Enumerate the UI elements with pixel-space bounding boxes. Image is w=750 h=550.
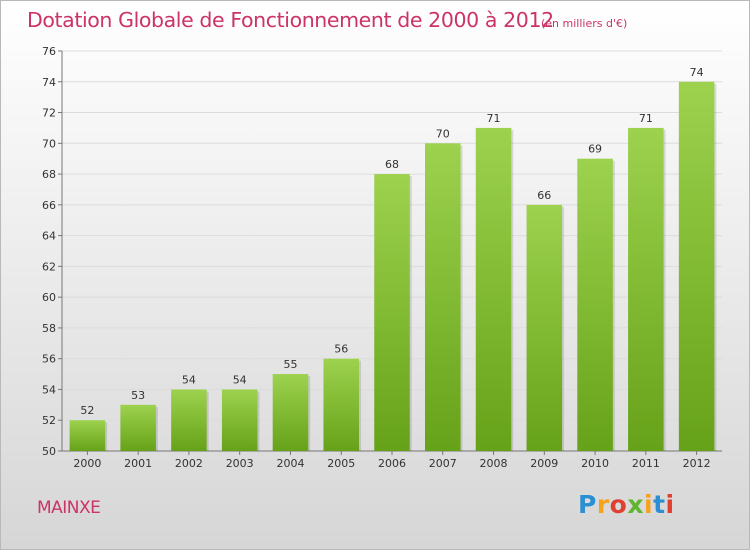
y-tick-label: 58: [42, 322, 56, 335]
chart-unit: (en milliers d'€): [541, 17, 628, 30]
y-tick-label: 56: [42, 353, 56, 366]
y-tick-label: 64: [42, 230, 56, 243]
x-tick-label: 2004: [276, 457, 304, 470]
logo-letter: o: [609, 490, 628, 519]
x-tick-label: 2006: [378, 457, 406, 470]
bar: [221, 389, 258, 451]
x-tick-label: 2007: [429, 457, 457, 470]
y-tick-label: 74: [42, 76, 56, 89]
bar-value-label: 68: [385, 158, 399, 171]
bar-value-label: 52: [80, 404, 94, 417]
bar-value-label: 69: [588, 143, 602, 156]
x-tick-label: 2009: [530, 457, 558, 470]
y-tick-label: 66: [42, 199, 56, 212]
x-tick-label: 2002: [175, 457, 203, 470]
bar-value-label: 56: [334, 343, 348, 356]
bar: [628, 127, 664, 451]
labels: 50 52 54 56 58 60 62 64 66 68 70 72 74 76 52 2000 53 2001…: [42, 45, 711, 470]
bar: [323, 358, 359, 451]
bar-value-label: 66: [537, 189, 551, 202]
bar: [678, 81, 715, 452]
y-tick-label: 68: [42, 168, 56, 181]
bar-value-label: 55: [283, 358, 297, 371]
bar-value-label: 74: [690, 66, 704, 79]
bar: [69, 420, 106, 451]
bar: [374, 174, 410, 452]
y-tick-label: 50: [42, 445, 56, 458]
bar: [425, 143, 461, 452]
x-tick-label: 2008: [480, 457, 508, 470]
bar: [577, 158, 613, 451]
logo-letter: i: [644, 490, 654, 519]
bar-value-label: 53: [131, 389, 145, 402]
bar: [475, 127, 512, 451]
bar-value-label: 71: [639, 112, 653, 125]
y-tick-label: 76: [42, 45, 56, 58]
logo-letter: r: [596, 490, 610, 519]
bar: [171, 389, 207, 451]
y-tick-label: 62: [42, 260, 56, 273]
y-tick-label: 72: [42, 107, 56, 120]
y-tick-label: 52: [42, 414, 56, 427]
y-tick-label: 54: [42, 383, 56, 396]
bars: [69, 81, 717, 452]
proxiti-logo: Proxiti: [578, 490, 675, 519]
bar-value-label: 54: [182, 373, 196, 386]
bar: [120, 404, 156, 451]
x-tick-label: 2000: [73, 457, 101, 470]
logo-letter: t: [653, 490, 666, 519]
logo-letter: i: [665, 490, 675, 519]
logo-letter: P: [578, 490, 597, 519]
bar-value-label: 70: [436, 127, 450, 140]
x-tick-label: 2010: [581, 457, 609, 470]
bar: [272, 374, 309, 451]
x-tick-label: 2011: [632, 457, 660, 470]
bar-value-label: 71: [487, 112, 501, 125]
chart-title: Dotation Globale de Fonctionnement de 20…: [27, 8, 554, 32]
y-tick-label: 70: [42, 137, 56, 150]
y-tick-label: 60: [42, 291, 56, 304]
logo-letter: x: [627, 490, 644, 519]
bar-value-label: 54: [233, 373, 247, 386]
commune-name: MAINXE: [37, 498, 101, 518]
x-tick-label: 2012: [683, 457, 711, 470]
x-tick-label: 2005: [327, 457, 355, 470]
x-tick-label: 2003: [226, 457, 254, 470]
bar: [526, 204, 563, 451]
x-tick-label: 2001: [124, 457, 152, 470]
